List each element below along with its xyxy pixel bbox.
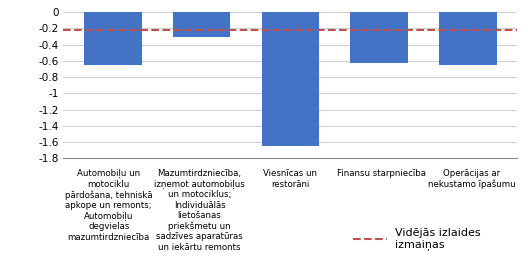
- Bar: [439, 12, 497, 65]
- Legend: Vidējās izlaides
izmaiņas: Vidējās izlaides izmaiņas: [349, 223, 485, 254]
- Text: Finansu starpniecība: Finansu starpniecība: [337, 169, 426, 178]
- Text: Viesnīcas un
restorāni: Viesnīcas un restorāni: [263, 169, 317, 189]
- Text: Mazumtirdzniecība,
izņemot automobiļus
un motociklus;
Individuālās
lietošanas
pr: Mazumtirdzniecība, izņemot automobiļus u…: [154, 169, 245, 252]
- Bar: [84, 12, 142, 65]
- Bar: [261, 12, 319, 146]
- Bar: [173, 12, 231, 37]
- Text: Automobiļu un
motociklu
pārdošana, tehniskā
apkope un remonts;
Automobiļu
degvie: Automobiļu un motociklu pārdošana, tehni…: [65, 169, 153, 242]
- Text: Operācijas ar
nekustamo īpašumu: Operācijas ar nekustamo īpašumu: [428, 169, 516, 189]
- Bar: [350, 12, 408, 63]
